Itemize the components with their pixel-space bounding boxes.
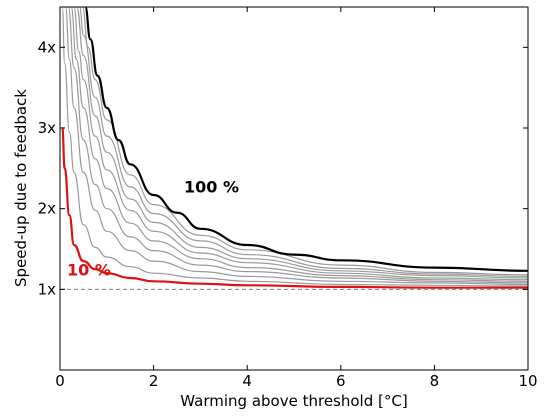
y-axis-ticks: 1x 2x 3x 4x bbox=[38, 38, 528, 298]
series-line-60pct bbox=[73, 7, 528, 281]
y-tick-label: 4x bbox=[38, 38, 57, 56]
series-line-50pct bbox=[70, 7, 528, 282]
series-line-80pct bbox=[79, 7, 528, 277]
x-axis-title: Warming above threshold [°C] bbox=[180, 392, 407, 410]
annotation-label: 100 % bbox=[184, 178, 239, 197]
plot-frame bbox=[59, 6, 529, 371]
series-line-10pct bbox=[61, 126, 528, 289]
x-tick-label: 10 bbox=[518, 372, 537, 390]
series-layer bbox=[61, 7, 528, 289]
y-tick-label: 2x bbox=[38, 200, 57, 218]
series-line-40pct bbox=[67, 7, 528, 284]
annotation-layer: 100 % 10 % bbox=[67, 178, 239, 280]
annotation-label: 10 % bbox=[67, 261, 111, 280]
series-line-100pct bbox=[84, 7, 528, 272]
x-tick-label: 2 bbox=[149, 372, 159, 390]
x-tick-label: 6 bbox=[336, 372, 346, 390]
x-axis-ticks: 0 2 4 6 8 10 bbox=[55, 7, 538, 390]
y-tick-label: 1x bbox=[38, 280, 57, 298]
series-line-30pct bbox=[65, 7, 528, 286]
y-tick-label: 3x bbox=[38, 119, 57, 137]
series-line-20pct bbox=[61, 7, 528, 287]
x-tick-label: 0 bbox=[55, 372, 65, 390]
series-line-70pct bbox=[76, 7, 528, 279]
series-line-90pct bbox=[81, 7, 528, 276]
x-tick-label: 8 bbox=[430, 372, 440, 390]
x-tick-label: 4 bbox=[242, 372, 252, 390]
y-axis-title: Speed-up due to feedback bbox=[12, 89, 30, 287]
